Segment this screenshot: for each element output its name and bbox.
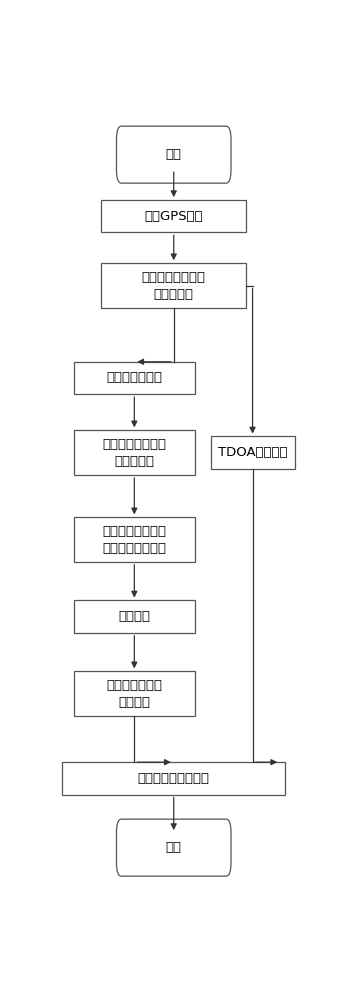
Text: 停留模式，双站同
步接收信号: 停留模式，双站同 步接收信号 <box>142 271 206 301</box>
Text: 联合定位及误差估计: 联合定位及误差估计 <box>138 772 210 785</box>
FancyBboxPatch shape <box>117 126 231 183</box>
FancyBboxPatch shape <box>74 362 195 394</box>
FancyBboxPatch shape <box>117 819 231 876</box>
Text: 求取初始相位差: 求取初始相位差 <box>106 371 162 384</box>
FancyBboxPatch shape <box>74 430 195 475</box>
Text: 结束: 结束 <box>166 841 182 854</box>
FancyBboxPatch shape <box>211 436 295 469</box>
Text: 开始: 开始 <box>166 148 182 161</box>
Text: 提取相位: 提取相位 <box>118 610 150 623</box>
Text: 切换开关，双站同
步接收信号: 切换开关，双站同 步接收信号 <box>102 438 166 468</box>
FancyBboxPatch shape <box>74 600 195 633</box>
Text: 联合估计方向角
和俯仰角: 联合估计方向角 和俯仰角 <box>106 679 162 709</box>
FancyBboxPatch shape <box>101 263 246 308</box>
FancyBboxPatch shape <box>62 762 285 795</box>
FancyBboxPatch shape <box>101 200 246 232</box>
FancyBboxPatch shape <box>74 517 195 562</box>
FancyBboxPatch shape <box>74 671 195 716</box>
Text: 双站GPS同步: 双站GPS同步 <box>144 210 203 223</box>
Text: 初始相位为零的单
载波准多普勒信号: 初始相位为零的单 载波准多普勒信号 <box>102 525 166 555</box>
Text: TDOA时延估计: TDOA时延估计 <box>218 446 287 459</box>
